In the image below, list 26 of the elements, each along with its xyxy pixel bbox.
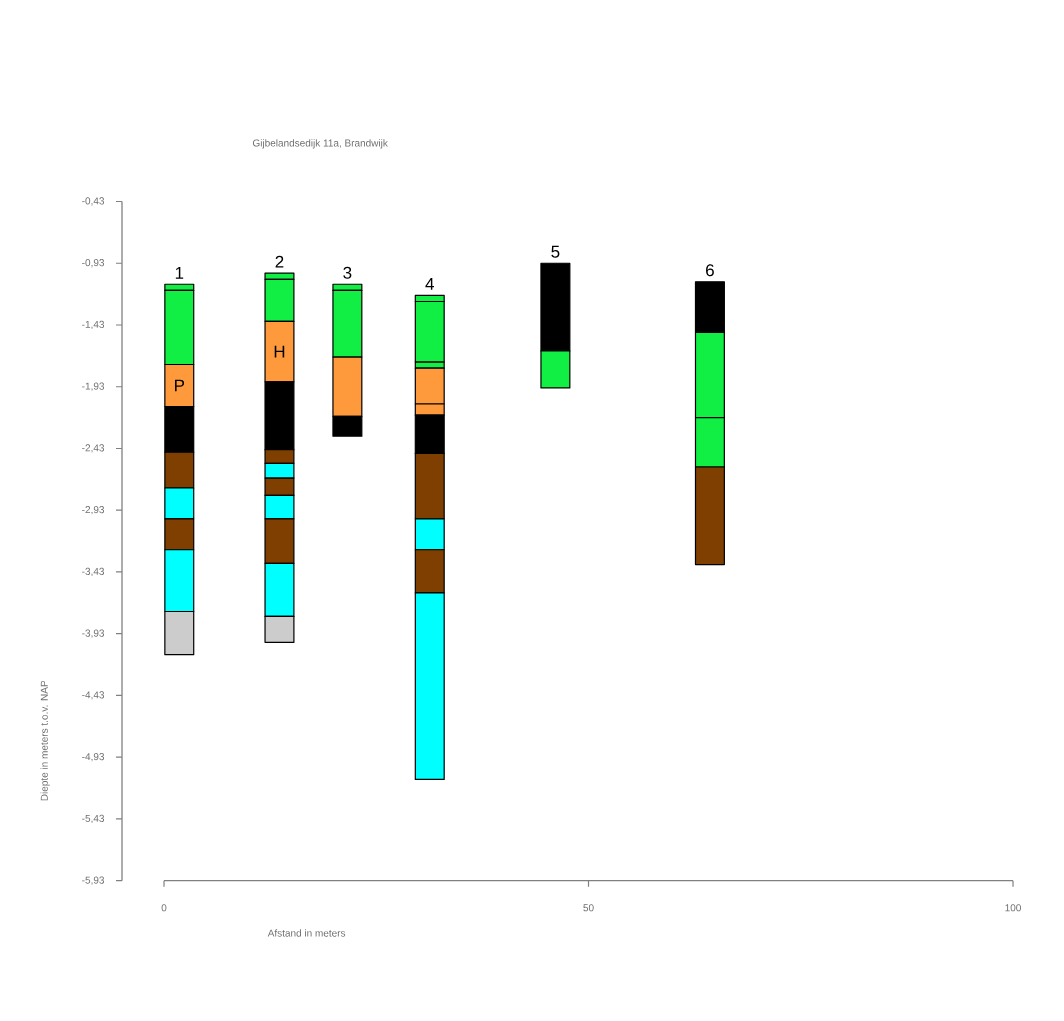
y-tick-label: -3,93: [82, 629, 105, 638]
y-axis-title: Diepte in meters t.o.v. NAP: [40, 680, 50, 801]
annotation: 4: [425, 278, 434, 290]
x-axis-title: Afstand in meters: [267, 929, 346, 937]
annotation: 1: [175, 267, 184, 279]
y-tick-label: -5,43: [82, 814, 105, 824]
annotation: 2: [275, 255, 284, 268]
y-tick-label: -5,93: [82, 876, 105, 885]
y-tick-label: -3,43: [82, 567, 105, 577]
annotation: H: [274, 345, 285, 358]
y-tick-label: -4,43: [82, 691, 105, 700]
y-tick-label: -1,43: [82, 320, 105, 330]
x-tick-label: 0: [161, 904, 167, 912]
y-tick-label: -4,93: [82, 753, 105, 762]
annotation: P: [175, 379, 185, 392]
chart-title: Gijbelandsedijk 11a, Brandwijk: [252, 139, 388, 149]
y-tick-label: -0,43: [82, 197, 105, 206]
y-tick-label: -1,93: [82, 382, 105, 391]
x-tick-label: 100: [1005, 904, 1021, 912]
annotation: 3: [343, 266, 352, 279]
y-tick-label: -0,93: [82, 259, 105, 268]
x-tick-label: 50: [583, 904, 594, 912]
y-tick-label: -2,43: [82, 444, 105, 453]
y-tick-label: -2,93: [82, 506, 105, 515]
annotation: 5: [551, 245, 560, 258]
annotation: 6: [706, 264, 714, 277]
